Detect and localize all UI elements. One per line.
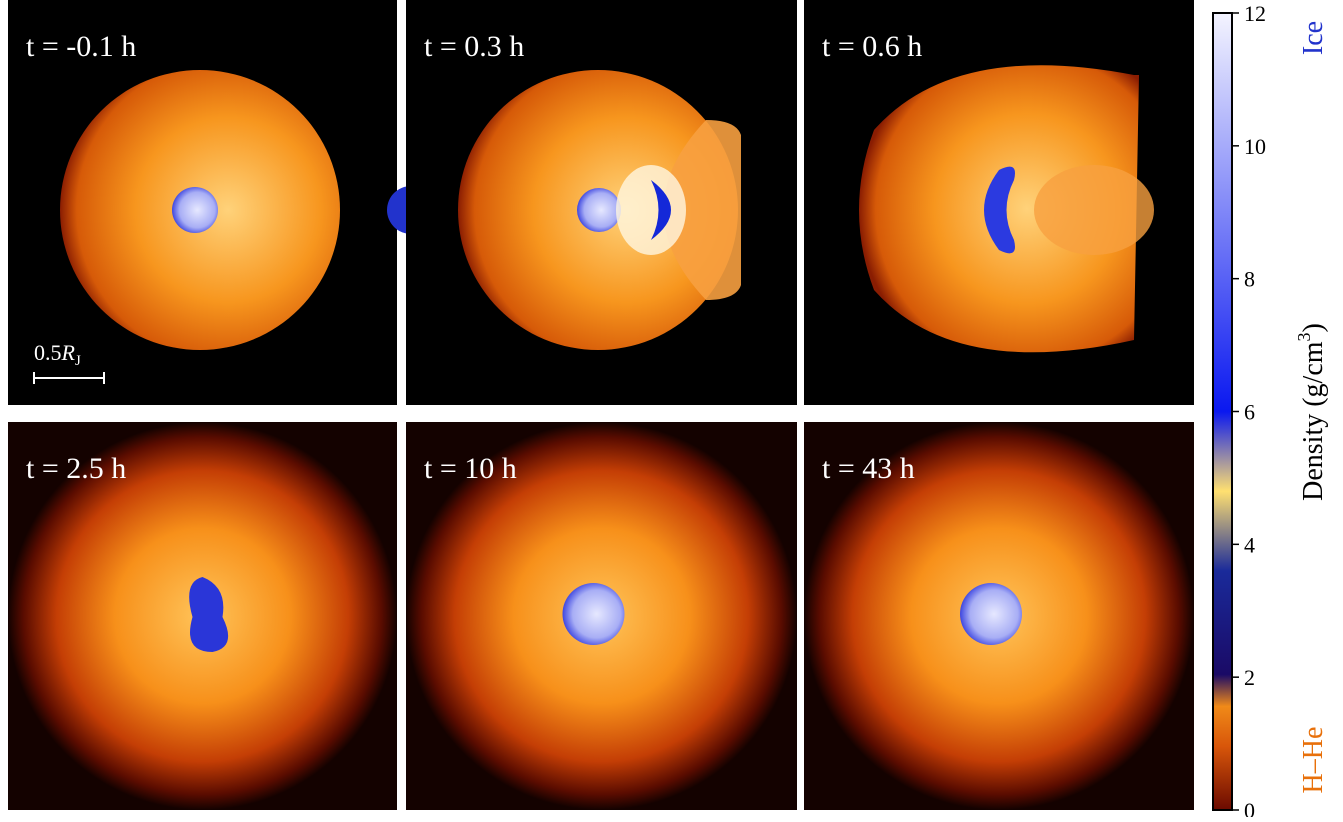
time-label: t = 10 h <box>424 452 517 485</box>
figure: t = -0.1 h t = 0.3 h t = 0.6 h t = 2.5 h t =… <box>0 0 1343 817</box>
scale-label: 0.5RJ <box>34 340 81 369</box>
scale-subscript: J <box>75 353 81 369</box>
colorbar-fill <box>1213 13 1232 810</box>
colorbar-tick-label: 4 <box>1244 532 1255 557</box>
panel: t = 43 h <box>804 422 1194 810</box>
top-label: Ice <box>1298 21 1329 55</box>
colorbar-tick-label: 10 <box>1244 134 1266 159</box>
label-main: Density (g/cm <box>1298 341 1329 501</box>
bottom-label: H–He <box>1298 727 1329 794</box>
time-label: t = -0.1 h <box>26 30 136 63</box>
ice-core <box>960 583 1022 645</box>
panels: t = -0.1 h t = 0.3 h t = 0.6 h t = 2.5 h t =… <box>8 0 1194 810</box>
panel: t = 2.5 h <box>8 422 397 810</box>
colorbar-tick-label: 6 <box>1244 400 1255 425</box>
colorbar-label: Density (g/cm3) <box>1294 323 1329 501</box>
ice-core <box>563 583 625 645</box>
time-label: t = 2.5 h <box>26 452 126 485</box>
colorbar-tick-label: 8 <box>1244 267 1255 292</box>
impact-glow <box>616 165 686 255</box>
panel: t = 0.3 h <box>406 0 797 405</box>
ice-core <box>172 187 218 233</box>
ice-core <box>577 188 621 232</box>
label-end: ) <box>1298 323 1329 332</box>
panel: t = 10 h <box>406 422 797 810</box>
colorbar-tick-label: 12 <box>1244 1 1266 26</box>
time-label: t = 0.6 h <box>822 30 922 63</box>
colorbar-tick-label: 0 <box>1244 798 1255 817</box>
jet <box>1034 165 1154 255</box>
colorbar-tick-label: 2 <box>1244 665 1255 690</box>
time-label: t = 0.3 h <box>424 30 524 63</box>
scale-value: 0.5 <box>34 340 62 365</box>
colorbar: 0 2 4 6 8 10 12 Density (g/cm3) Ice H–He <box>1213 1 1329 817</box>
time-label: t = 43 h <box>822 452 915 485</box>
panel: t = 0.6 h <box>804 0 1194 405</box>
label-sup: 3 <box>1294 332 1314 341</box>
scale-symbol: R <box>61 340 76 365</box>
